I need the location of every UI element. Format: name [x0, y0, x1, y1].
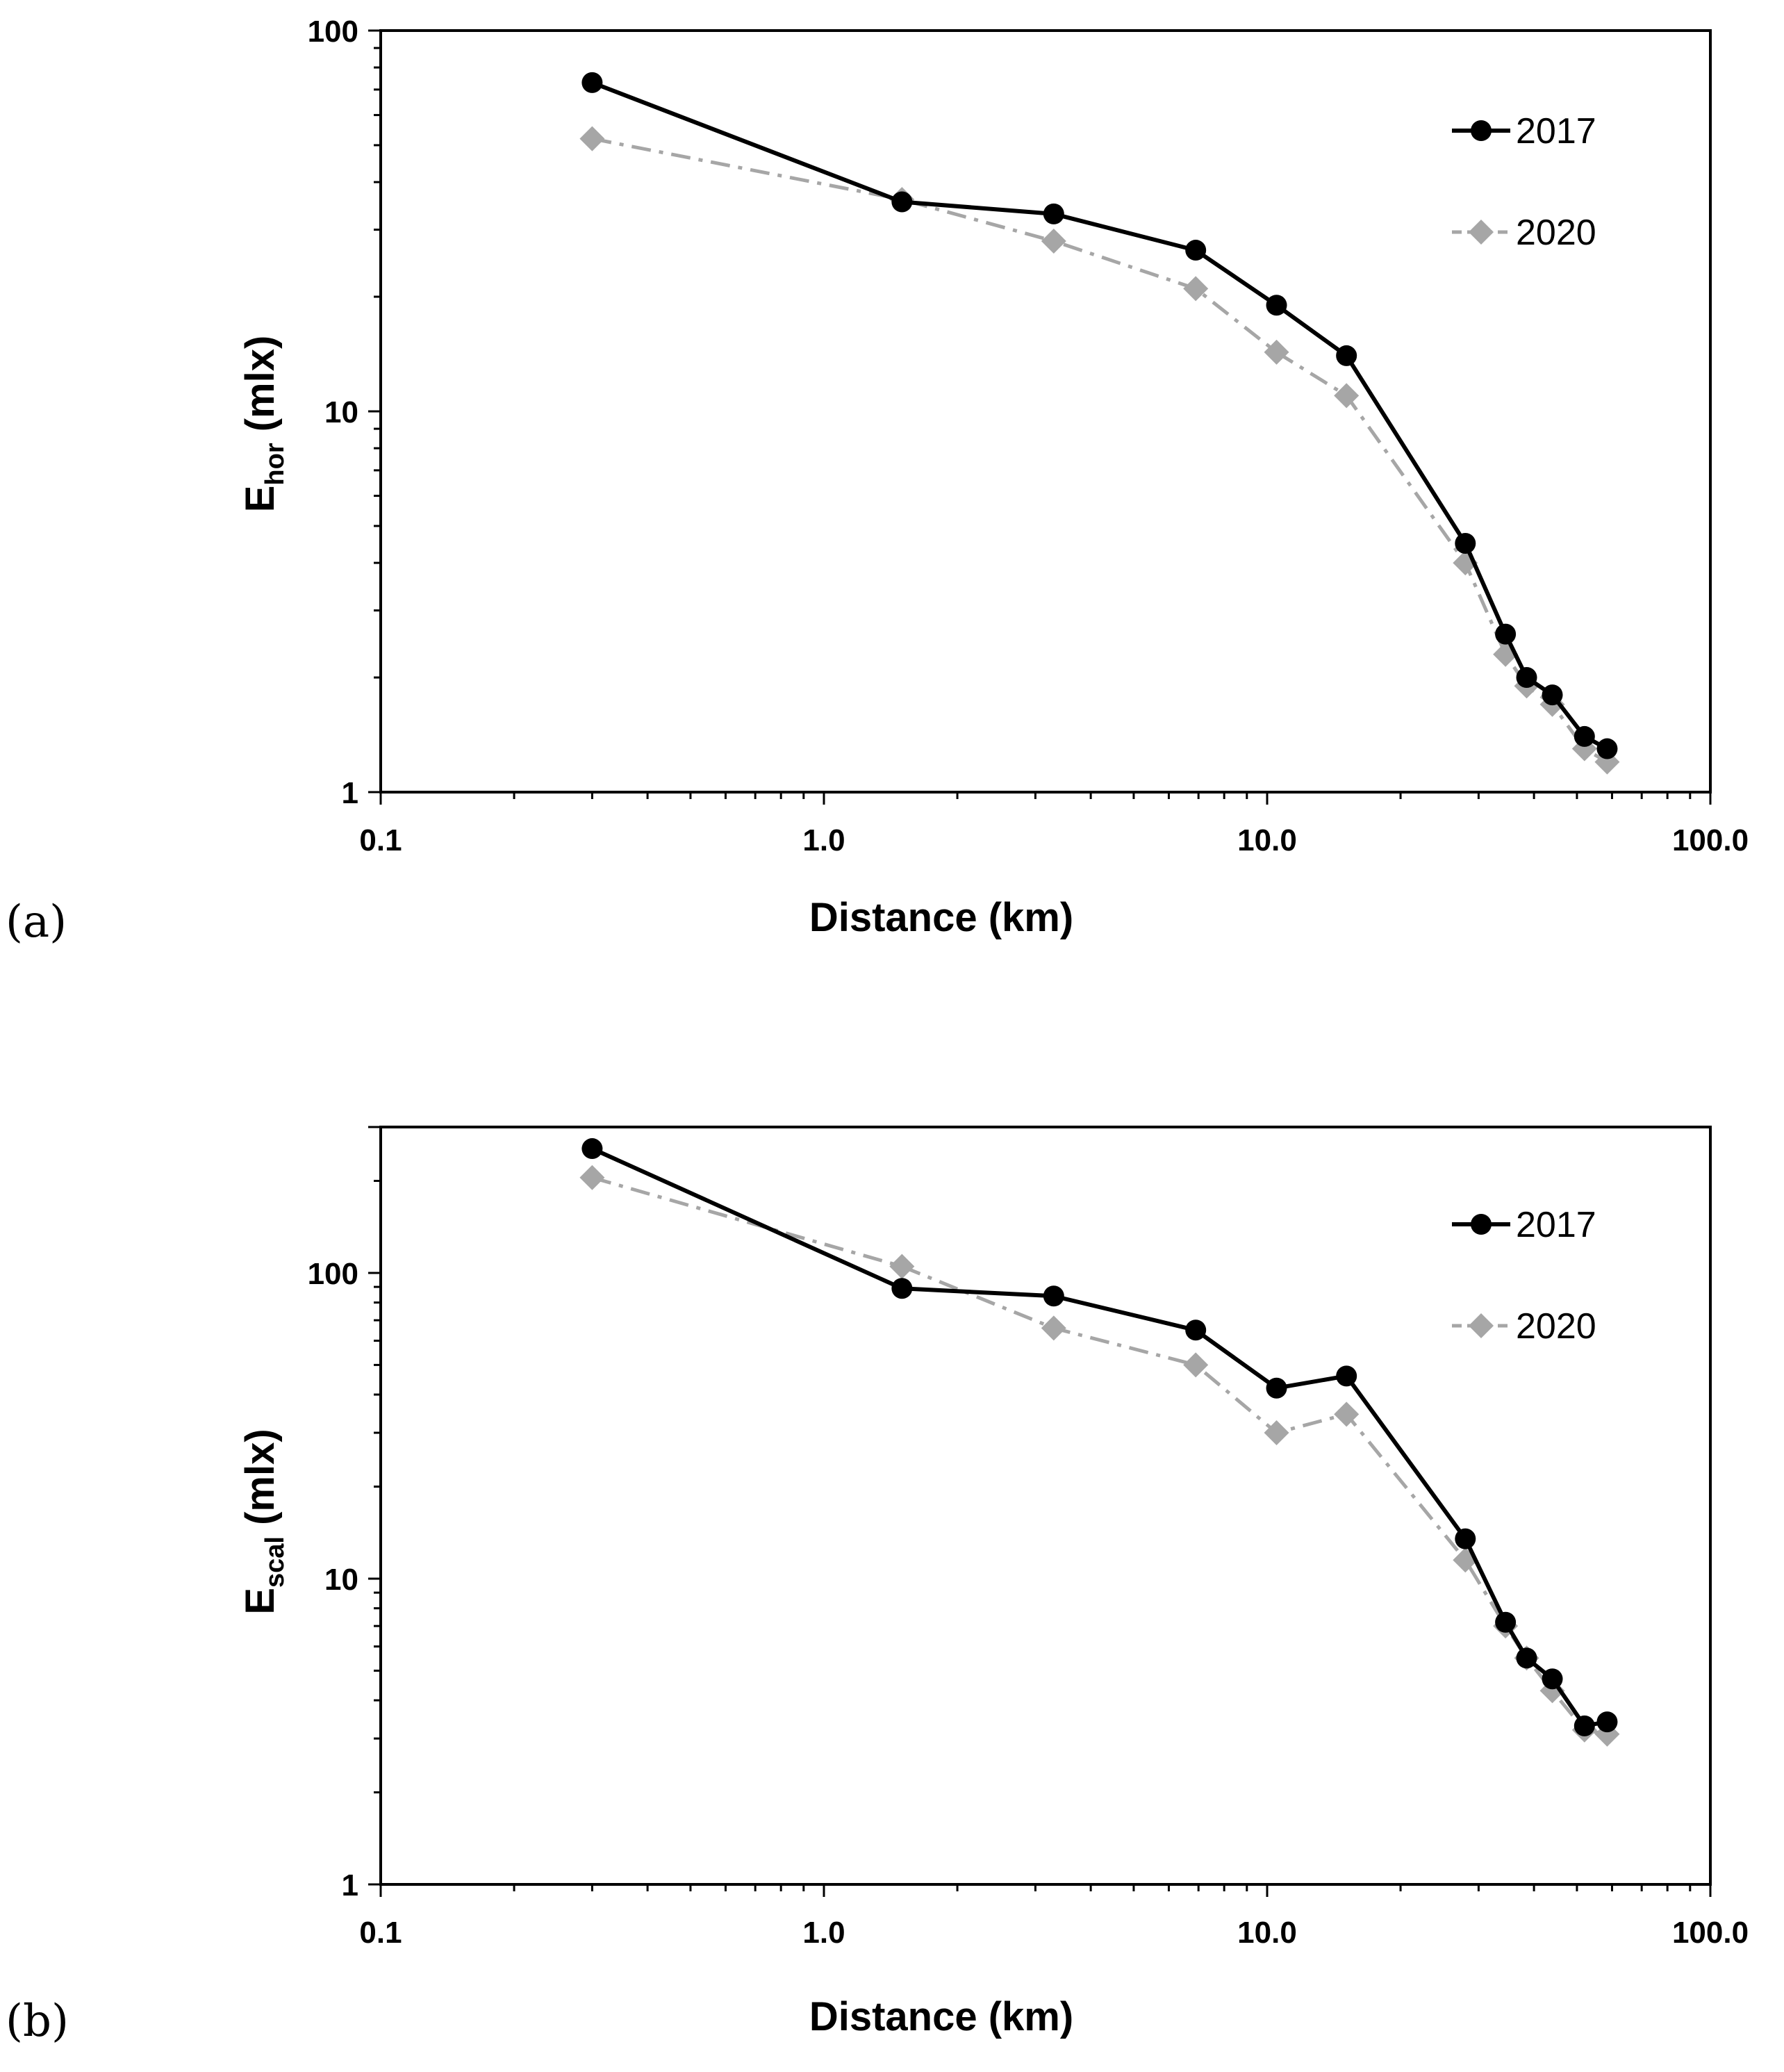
panel-b-plot: 0.1 1.0 10.0 100.0 1 10 100 2017 2020 — [308, 1126, 1749, 1950]
panel-a-series-2017-point — [1516, 667, 1537, 689]
panel-b-series-2017-point — [1185, 1319, 1207, 1341]
panel-a-series-2020-point — [1334, 383, 1360, 409]
panel-a-series-2017-point — [581, 72, 603, 93]
panel-b-series-2020-point — [1183, 1352, 1209, 1378]
panel-a: (a) 0.1 1.0 10.0 100.0 1 10 100 2017 2020 Distan… — [6, 15, 1749, 948]
panel-b-x-tick-label: 100.0 — [1672, 1916, 1749, 1950]
panel-b-series-2020-point — [1264, 1420, 1289, 1446]
panel-a-series-2020-point — [579, 126, 605, 151]
panel-a-series-2020-point — [1183, 276, 1209, 302]
panel-b-series-2017-point — [1043, 1285, 1064, 1307]
panel-b-series-2017-point — [1542, 1668, 1563, 1690]
panel-a-legend-2020-marker — [1469, 220, 1494, 245]
panel-b-y-tick-label: 10 — [324, 1563, 358, 1597]
panel-a-x-tick-label: 10.0 — [1237, 823, 1297, 857]
panel-b-y-axis-title: Escal (mlx) — [238, 1429, 290, 1614]
panel-b-series-2017-point — [1596, 1711, 1618, 1733]
panel-b-legend-2020-marker — [1469, 1313, 1494, 1338]
panel-b-legend-2017-label: 2017 — [1516, 1205, 1596, 1245]
panel-b-plot-frame — [379, 1126, 1712, 1886]
panel-b: (b) 0.1 1.0 10.0 100.0 1 10 100 2017 2020 Distan… — [6, 1126, 1749, 2047]
panel-b-series-2017-point — [1574, 1715, 1595, 1736]
panel-a-y-tick-label: 1 — [342, 776, 358, 810]
panel-b-series-2017-point — [1266, 1377, 1287, 1399]
panel-a-y-axis-title-suffix: (mlx) — [238, 336, 283, 443]
panel-b-series-2017-point — [1455, 1528, 1476, 1549]
panel-b-series-2020-point — [579, 1165, 605, 1190]
panel-b-series-2017-line — [591, 1146, 1608, 1728]
panel-b-y-tick-label: 100 — [308, 1257, 358, 1291]
panel-a-y-axis-title-main: E — [238, 486, 283, 513]
panel-b-x-tick-label: 1.0 — [802, 1916, 845, 1950]
panel-a-plot-frame — [379, 29, 1712, 794]
panel-a-series-2017-point — [1495, 623, 1517, 645]
panel-b-y-axis-title-main: E — [238, 1588, 283, 1615]
panel-a-series-2020-line — [591, 137, 1608, 764]
panel-a-legend-2017-marker — [1471, 120, 1492, 141]
panel-a-y-tick-label: 10 — [324, 395, 358, 429]
panel-b-series-2020-line — [591, 1176, 1608, 1736]
panel-a-series-2017-point — [1574, 725, 1595, 747]
panel-b-series-2020-point — [1041, 1315, 1066, 1341]
panel-b-y-axis-title-suffix: (mlx) — [238, 1429, 283, 1536]
panel-a-y-axis-title-sub: hor — [261, 443, 290, 485]
panel-b-series-2017-point — [1495, 1611, 1517, 1633]
panel-b-x-tick-label: 0.1 — [359, 1916, 402, 1950]
panel-b-legend-2017-marker — [1471, 1214, 1492, 1235]
panel-b-x-axis-title: Distance (km) — [809, 1994, 1073, 2039]
panel-a-x-axis-title: Distance (km) — [809, 895, 1073, 940]
panel-b-x-tick-label: 10.0 — [1237, 1916, 1297, 1950]
panel-a-legend-2020-label: 2020 — [1516, 213, 1596, 253]
panel-b-series-2017-point — [1336, 1365, 1357, 1387]
panel-b-series-2017-point — [891, 1278, 913, 1299]
panel-b-series-2017-point — [1516, 1647, 1537, 1669]
panel-a-x-tick-label: 1.0 — [802, 823, 845, 857]
panel-a-series-2017-point — [1266, 295, 1287, 316]
panel-a-series-2017-point — [1336, 345, 1357, 366]
panel-a-series-2017-line — [591, 81, 1608, 751]
panel-a-label: (a) — [6, 896, 67, 948]
panel-a-y-axis-title: Ehor (mlx) — [238, 336, 290, 513]
panel-a-legend-2017-label: 2017 — [1516, 111, 1596, 151]
panel-a-series-2017-point — [1043, 203, 1064, 224]
panel-b-y-tick-label: 1 — [342, 1868, 358, 1902]
panel-a-series-2020-point — [1264, 339, 1289, 365]
panel-a-series-2017-point — [891, 191, 913, 213]
panel-b-label: (b) — [6, 1996, 69, 2047]
panel-b-y-axis-title-sub: scal — [261, 1536, 290, 1588]
panel-b-series-2020-point — [889, 1253, 915, 1279]
panel-a-series-2017-point — [1596, 738, 1618, 759]
panel-a-y-tick-label: 100 — [308, 15, 358, 49]
panel-a-series-2020-point — [1041, 228, 1066, 254]
panel-a-plot: 0.1 1.0 10.0 100.0 1 10 100 2017 2020 — [308, 15, 1749, 857]
panel-b-series-2020-point — [1334, 1401, 1360, 1427]
panel-b-series-2017-point — [581, 1138, 603, 1160]
panel-b-legend-2020-label: 2020 — [1516, 1306, 1596, 1347]
panel-a-x-tick-label: 0.1 — [359, 823, 402, 857]
panel-a-series-2017-point — [1542, 684, 1563, 706]
panel-a-series-2017-point — [1455, 533, 1476, 554]
panel-a-x-tick-label: 100.0 — [1672, 823, 1749, 857]
panel-a-series-2017-point — [1185, 240, 1207, 261]
